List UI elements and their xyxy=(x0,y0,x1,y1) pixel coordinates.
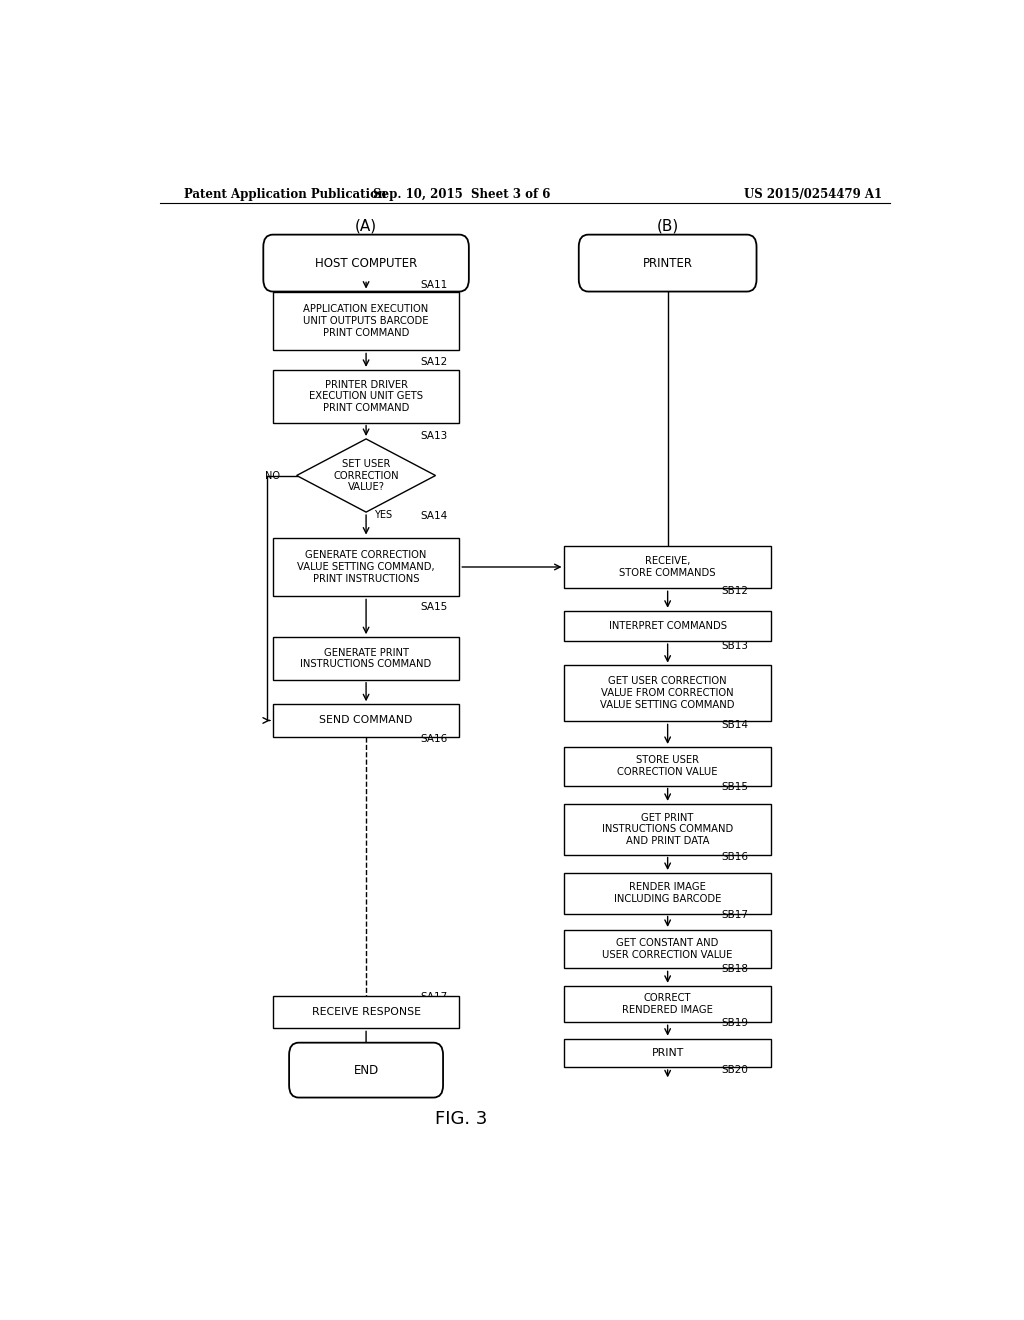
Bar xyxy=(272,704,460,737)
Text: STORE USER
CORRECTION VALUE: STORE USER CORRECTION VALUE xyxy=(617,755,718,777)
Text: GET CONSTANT AND
USER CORRECTION VALUE: GET CONSTANT AND USER CORRECTION VALUE xyxy=(602,939,733,960)
Text: GENERATE PRINT
INSTRUCTIONS COMMAND: GENERATE PRINT INSTRUCTIONS COMMAND xyxy=(300,648,432,669)
Text: FIG. 3: FIG. 3 xyxy=(435,1110,487,1127)
Text: (B): (B) xyxy=(656,219,679,234)
Text: PRINT: PRINT xyxy=(651,1048,684,1057)
Text: SA13: SA13 xyxy=(420,430,447,441)
Text: Patent Application Publication: Patent Application Publication xyxy=(183,189,386,202)
Text: GET USER CORRECTION
VALUE FROM CORRECTION
VALUE SETTING COMMAND: GET USER CORRECTION VALUE FROM CORRECTIO… xyxy=(600,676,735,710)
Text: US 2015/0254479 A1: US 2015/0254479 A1 xyxy=(743,189,882,202)
Text: SA12: SA12 xyxy=(420,356,447,367)
Text: END: END xyxy=(353,1064,379,1077)
FancyBboxPatch shape xyxy=(263,235,469,292)
Text: Sep. 10, 2015  Sheet 3 of 6: Sep. 10, 2015 Sheet 3 of 6 xyxy=(373,189,550,202)
Bar xyxy=(564,665,771,721)
Text: SA15: SA15 xyxy=(420,602,447,611)
Text: NO: NO xyxy=(265,470,280,480)
Text: GENERATE CORRECTION
VALUE SETTING COMMAND,
PRINT INSTRUCTIONS: GENERATE CORRECTION VALUE SETTING COMMAN… xyxy=(297,550,435,583)
Text: SB16: SB16 xyxy=(722,851,749,862)
Bar xyxy=(272,638,460,680)
Text: SB17: SB17 xyxy=(722,909,749,920)
Text: SA17: SA17 xyxy=(420,991,447,1002)
Text: PRINTER DRIVER
EXECUTION UNIT GETS
PRINT COMMAND: PRINTER DRIVER EXECUTION UNIT GETS PRINT… xyxy=(309,380,423,413)
Bar xyxy=(564,986,771,1022)
Bar xyxy=(564,873,771,913)
Text: YES: YES xyxy=(374,510,392,520)
Text: (A): (A) xyxy=(355,219,377,234)
Bar xyxy=(272,995,460,1028)
Text: PRINTER: PRINTER xyxy=(643,256,692,269)
Text: SB12: SB12 xyxy=(722,586,749,597)
Text: SA14: SA14 xyxy=(420,511,447,521)
FancyBboxPatch shape xyxy=(579,235,757,292)
Text: RECEIVE RESPONSE: RECEIVE RESPONSE xyxy=(311,1007,421,1018)
Text: RECEIVE,
STORE COMMANDS: RECEIVE, STORE COMMANDS xyxy=(620,556,716,578)
Bar xyxy=(564,804,771,854)
Text: INTERPRET COMMANDS: INTERPRET COMMANDS xyxy=(608,620,727,631)
Bar xyxy=(272,370,460,422)
Text: SEND COMMAND: SEND COMMAND xyxy=(319,715,413,726)
Bar xyxy=(564,545,771,589)
Text: RENDER IMAGE
INCLUDING BARCODE: RENDER IMAGE INCLUDING BARCODE xyxy=(614,883,721,904)
Text: SB18: SB18 xyxy=(722,965,749,974)
Text: SA11: SA11 xyxy=(420,280,447,290)
Text: SB14: SB14 xyxy=(722,719,749,730)
Text: SB15: SB15 xyxy=(722,781,749,792)
Text: SB11: SB11 xyxy=(722,545,749,556)
Text: CORRECT
RENDERED IMAGE: CORRECT RENDERED IMAGE xyxy=(623,993,713,1015)
FancyBboxPatch shape xyxy=(289,1043,443,1097)
Text: SB19: SB19 xyxy=(722,1018,749,1028)
Bar xyxy=(272,292,460,351)
Text: GET PRINT
INSTRUCTIONS COMMAND
AND PRINT DATA: GET PRINT INSTRUCTIONS COMMAND AND PRINT… xyxy=(602,813,733,846)
Polygon shape xyxy=(297,440,435,512)
Bar xyxy=(564,929,771,969)
Text: SB13: SB13 xyxy=(722,642,749,651)
Bar xyxy=(564,1039,771,1067)
Bar xyxy=(564,747,771,785)
Text: SA16: SA16 xyxy=(420,734,447,743)
Text: HOST COMPUTER: HOST COMPUTER xyxy=(315,256,417,269)
Text: APPLICATION EXECUTION
UNIT OUTPUTS BARCODE
PRINT COMMAND: APPLICATION EXECUTION UNIT OUTPUTS BARCO… xyxy=(303,305,429,338)
Text: SET USER
CORRECTION
VALUE?: SET USER CORRECTION VALUE? xyxy=(333,459,399,492)
Bar xyxy=(272,537,460,597)
Text: SB20: SB20 xyxy=(722,1065,749,1074)
Bar xyxy=(564,611,771,642)
